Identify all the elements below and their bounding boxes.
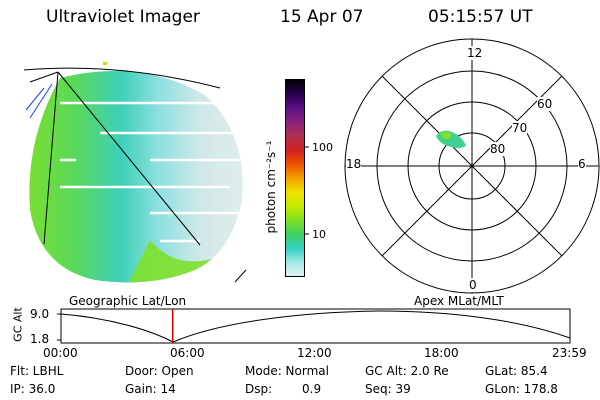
star-marker [103,62,107,65]
gc-alt-status: GC Alt: 2.0 Re [365,364,449,378]
apex-title: Apex MLat/MLT [414,294,504,308]
xtick-0600: 06:00 [170,346,205,360]
altitude-curve [60,310,571,343]
seq-status: Seq: 39 [365,382,411,396]
imager-disk [29,70,243,283]
mlt-label-18: 18 [346,157,362,171]
mlt-label-6: 6 [578,157,586,171]
lat-label-80: 80 [490,142,506,156]
dsp-value: 0.9 [302,382,322,396]
colorbar-tick-100: 100 [312,141,333,154]
terminator-lines [25,83,53,119]
dsp-label: Dsp: [245,382,273,396]
lat-label-70: 70 [512,121,528,135]
xtick-1200: 12:00 [297,346,332,360]
geographic-grid [23,67,247,283]
ip-status: IP: 36.0 [10,382,56,396]
date-label: 15 Apr 07 [280,7,364,27]
ytick-1-8: 1.8 [30,332,50,346]
scan-gaps [60,101,240,243]
xtick-1800: 18:00 [424,346,459,360]
gain-status: Gain: 14 [125,382,176,396]
time-label: 05:15:57 UT [428,7,533,27]
mlt-label-12: 12 [467,46,483,60]
timeline-frame [60,308,571,344]
colorbar [285,79,305,277]
door-status: Door: Open [125,364,194,378]
xtick-0000: 00:00 [43,346,78,360]
xtick-2359: 23:59 [552,346,587,360]
glat-status: GLat: 85.4 [485,364,548,378]
ytick-9: 9.0 [30,307,50,321]
colorbar-tick-10: 10 [312,228,326,241]
timeline-ylabel: GC Alt [11,307,25,342]
glon-status: GLon: 178.8 [485,382,558,396]
mlt-label-0: 0 [469,278,477,292]
flt-status: Flt: LBHL [10,364,64,378]
lat-label-60: 60 [537,97,553,111]
instrument-title: Ultraviolet Imager [46,7,200,27]
mode-status: Mode: Normal [245,364,329,378]
geographic-title: Geographic Lat/Lon [69,294,187,308]
